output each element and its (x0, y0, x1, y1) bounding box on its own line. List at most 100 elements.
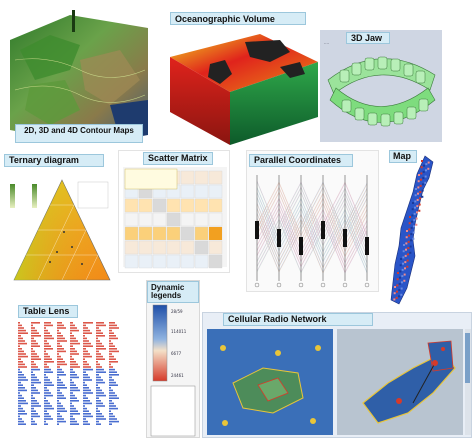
table-lens-bar (18, 405, 21, 407)
table-lens-bar (44, 327, 46, 329)
table-lens-bar (96, 423, 101, 425)
table-lens-bar (109, 384, 118, 386)
table-lens-bar (57, 384, 65, 386)
table-lens-bar (70, 423, 79, 425)
table-lens-bar (109, 415, 115, 418)
table-lens-bar (70, 361, 76, 363)
map-cell (415, 188, 417, 190)
map-cell (421, 189, 424, 192)
table-lens-bar (96, 389, 102, 392)
ternary-panel: Ternary diagram (2, 152, 114, 292)
scatter-highlight-cell (209, 227, 222, 240)
table-lens-bar (18, 394, 22, 397)
map-cell (407, 247, 410, 250)
dynamic-legends-panel: Dynamic legends 28/59 114011 6677 24461 (146, 280, 200, 438)
map-cell (415, 223, 418, 226)
parallel-axis-handle (276, 282, 282, 288)
table-lens-bar (109, 335, 116, 337)
map-cell (427, 167, 430, 170)
table-lens-bar (96, 366, 102, 368)
table-lens-bar (83, 410, 89, 412)
table-lens-bar (109, 366, 113, 368)
scatter-cell (124, 212, 139, 227)
map-cell (420, 178, 422, 181)
table-lens-bar (57, 329, 59, 332)
table-lens-bar (83, 324, 86, 327)
table-lens-bar (70, 337, 76, 340)
map-cell (400, 258, 402, 260)
map-cell (396, 284, 399, 287)
map-cell (403, 273, 406, 276)
parallel-axes (254, 175, 370, 288)
map-cell (416, 198, 419, 201)
parallel-coordinates-chart (254, 175, 370, 288)
table-lens-bar (31, 376, 37, 379)
table-lens-bar (70, 327, 77, 329)
table-lens-bar (44, 353, 48, 355)
table-lens-bar (109, 410, 111, 412)
table-lens-bar (44, 361, 54, 363)
table-lens-bar (18, 415, 20, 418)
map-cell (413, 219, 416, 222)
table-lens-bar (31, 423, 37, 425)
parallel-line (256, 182, 368, 268)
ternary-label: Ternary diagram (4, 154, 104, 167)
map-cell (425, 169, 427, 172)
table-lens-bar (109, 329, 112, 332)
table-lens-bar (31, 345, 40, 347)
scatter-cell (138, 212, 153, 227)
table-lens-bar (57, 423, 59, 425)
ternary-chart (10, 179, 111, 281)
map-cell (398, 289, 401, 292)
table-lens-bar (83, 366, 91, 368)
table-lens-bar (96, 405, 105, 407)
table-lens-bar (57, 342, 60, 345)
table-lens-bar (70, 415, 73, 418)
table-lens-bar (57, 322, 62, 324)
table-lens-bar (57, 400, 59, 402)
table-lens-bar (57, 324, 64, 327)
scatter-matrix-chart (123, 167, 227, 269)
table-lens-bar (57, 397, 66, 399)
table-lens-bar (57, 415, 62, 418)
table-lens-bar (109, 376, 112, 379)
table-lens-bar (44, 389, 49, 392)
table-lens-bar (96, 342, 102, 345)
legend-value-3: 6677 (171, 351, 182, 356)
table-lens-bar (57, 371, 64, 373)
table-lens-bar (70, 335, 74, 337)
table-lens-bar (96, 394, 106, 397)
map-cell (399, 270, 402, 273)
table-lens-bar (70, 389, 80, 392)
table-lens-bar (96, 374, 99, 376)
map-cell (416, 211, 418, 214)
table-lens-bar (44, 337, 54, 340)
table-lens-bar (96, 340, 100, 342)
table-lens-bar (57, 389, 60, 392)
table-lens-bar (18, 335, 21, 337)
table-lens-bar (83, 420, 88, 423)
table-lens-bar (44, 366, 49, 368)
table-lens-bar (109, 340, 111, 342)
parallel-box (321, 221, 325, 239)
table-lens-bar (18, 355, 28, 358)
scatter-cell (208, 184, 223, 199)
scatter-cell (166, 212, 181, 227)
table-lens-bar (70, 324, 75, 327)
map-cell (415, 217, 418, 220)
map-cell (424, 181, 427, 184)
map-cell (425, 163, 428, 166)
table-lens-bar (83, 368, 93, 371)
legend-value-4: 24461 (171, 373, 184, 378)
table-lens-bar (31, 366, 38, 368)
table-lens-bar (96, 384, 98, 386)
scatter-cell (180, 254, 195, 269)
table-lens-bar (44, 363, 47, 366)
table-lens-bar (109, 332, 114, 334)
map-cell (411, 214, 414, 217)
table-lens-bar (57, 366, 60, 368)
table-lens-bar (70, 410, 78, 412)
map-cell (395, 296, 398, 299)
table-lens-bar (18, 342, 27, 345)
map-cell (408, 234, 410, 237)
